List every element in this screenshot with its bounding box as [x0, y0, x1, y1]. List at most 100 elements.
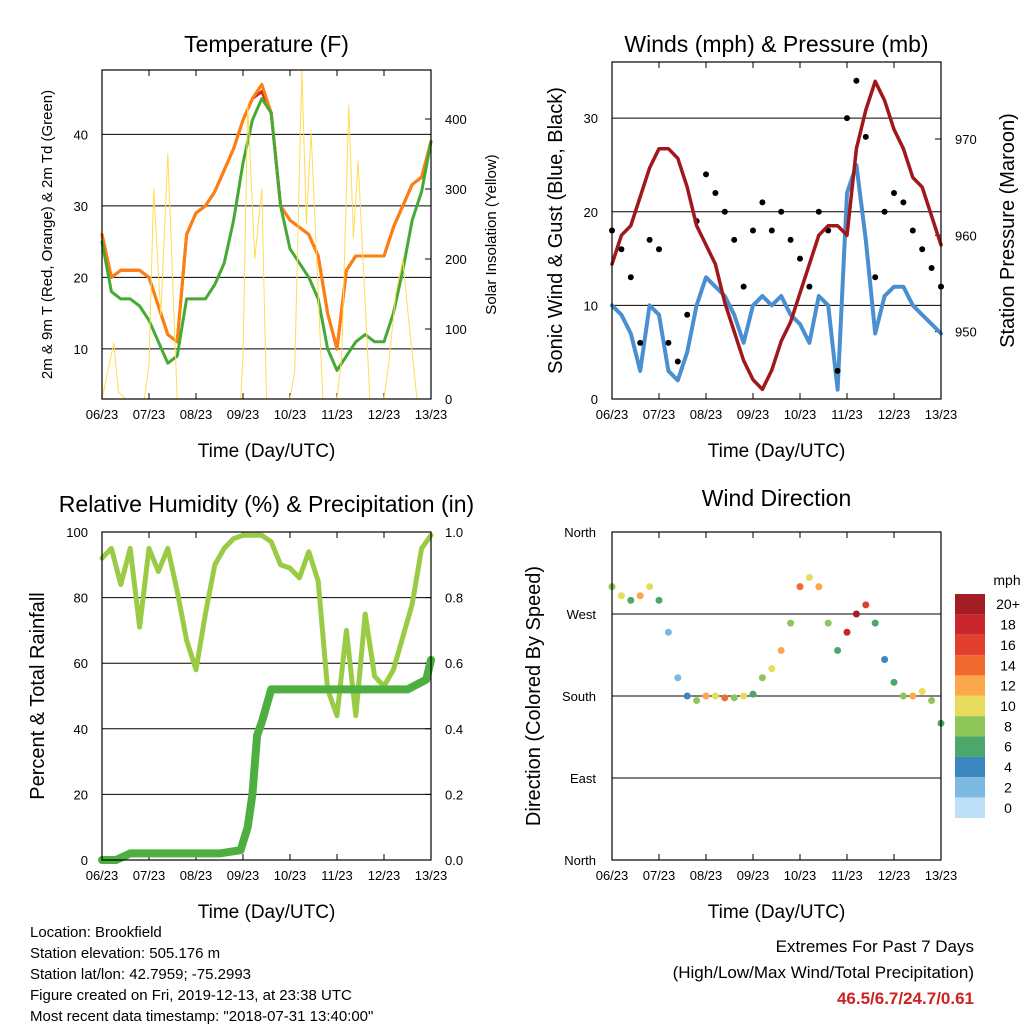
y2-tick-label: 300	[445, 182, 467, 197]
y2-tick-label: 0.8	[445, 591, 463, 606]
gust-point	[891, 190, 897, 197]
x-tick-label: 06/23	[86, 868, 119, 883]
direction-point	[852, 610, 860, 618]
direction-point	[617, 592, 625, 600]
direction-point	[758, 674, 766, 682]
y2-tick-label: 0.4	[445, 722, 463, 737]
gust-point	[740, 283, 747, 290]
gust-point	[731, 236, 738, 243]
direction-point	[711, 692, 719, 700]
y-tick-label: 10	[584, 298, 598, 313]
colorbar-label: 4	[1004, 759, 1012, 775]
colorbar-swatch	[955, 594, 985, 615]
colorbar-title: mph	[993, 572, 1020, 588]
direction-point	[815, 583, 823, 591]
direction-point	[627, 596, 635, 604]
y-tick-label: 40	[74, 127, 88, 142]
y2-tick-label: 0.2	[445, 787, 463, 802]
direction-point	[881, 656, 889, 664]
y2-tick-label: 0	[445, 392, 452, 407]
direction-point	[721, 694, 729, 702]
direction-point	[693, 697, 701, 705]
gust-point	[815, 208, 822, 215]
gust-point	[712, 190, 719, 197]
gust-point	[656, 246, 662, 253]
plot-frame	[611, 531, 942, 861]
y2-tick-label: 970	[955, 132, 977, 147]
colorbar-swatch	[955, 756, 985, 778]
x-tick-label: 06/23	[596, 868, 629, 883]
direction-point	[862, 601, 870, 609]
x-tick-label: 08/23	[180, 407, 213, 422]
y2-axis-label: Station Pressure (Maroon)	[997, 113, 1019, 348]
y-axis-label: 2m & 9m T (Red, Orange) & 2m Td (Green)	[39, 90, 56, 379]
y2-tick-label: 1.0	[445, 525, 463, 540]
colorbar-swatch	[955, 614, 985, 635]
gust-point	[646, 236, 653, 243]
series-line-sonic-wind	[610, 163, 943, 392]
y2-tick-label: 950	[955, 325, 977, 340]
x-tick-label: 11/23	[831, 407, 863, 422]
location-text: Location: Brookfield	[30, 924, 162, 941]
gust-point	[674, 358, 681, 365]
y2-tick-label: 0.0	[445, 853, 463, 868]
direction-point	[683, 692, 691, 700]
direction-point	[636, 592, 644, 600]
direction-point	[834, 646, 842, 654]
x-tick-label: 12/23	[368, 868, 401, 883]
x-tick-label: 07/23	[643, 868, 676, 883]
x-tick-label: 06/23	[596, 407, 629, 422]
x-tick-label: 08/23	[690, 868, 723, 883]
x-tick-label: 12/23	[878, 868, 911, 883]
y2-tick-label: 960	[955, 228, 977, 243]
gust-point	[618, 246, 625, 253]
y2-tick-label: 200	[445, 252, 467, 267]
plot-frame	[101, 531, 432, 861]
direction-point	[899, 692, 907, 700]
x-tick-label: 11/23	[321, 868, 353, 883]
gust-point	[787, 236, 794, 243]
plot-frame	[101, 69, 432, 400]
direction-point	[740, 692, 748, 700]
series-line-total-precipitation	[98, 655, 435, 864]
y-tick-label: 40	[74, 722, 88, 737]
y2-tick-label: 100	[445, 322, 467, 337]
gust-point	[900, 199, 907, 206]
x-axis-label: Time (Day/UTC)	[708, 902, 846, 923]
colorbar-label: 6	[1004, 739, 1012, 755]
x-tick-label: 10/23	[784, 868, 817, 883]
y2-axis-label: Solar Insolation (Yellow)	[483, 154, 500, 314]
y-tick-label: 60	[74, 656, 88, 671]
extremes-panel: Extremes For Past 7 Days (High/Low/Max W…	[673, 934, 974, 1012]
extremes-subheading: (High/Low/Max Wind/Total Precipitation)	[672, 963, 974, 982]
x-tick-label: 13/23	[415, 407, 448, 422]
gust-point	[768, 227, 775, 234]
x-tick-label: 11/23	[321, 407, 353, 422]
colorbar-label: 16	[1000, 637, 1016, 653]
direction-point	[768, 665, 776, 673]
series-line-2m-td	[100, 97, 433, 372]
gust-point	[834, 367, 841, 374]
x-tick-label: 08/23	[690, 407, 723, 422]
y-tick-label: 20	[74, 787, 88, 802]
series-line-station-pressure	[610, 79, 943, 392]
direction-point	[749, 690, 757, 698]
latlon-text: Station lat/lon: 42.7959; -75.2993	[30, 966, 252, 983]
gust-point	[853, 77, 860, 84]
x-tick-label: 13/23	[925, 407, 958, 422]
gust-point	[844, 115, 850, 122]
station-info: Location: Brookfield Station elevation: …	[30, 922, 373, 1027]
gust-point	[872, 274, 879, 281]
direction-point	[664, 628, 672, 636]
colorbar-swatch	[955, 736, 985, 757]
y-tick-label: 30	[584, 111, 598, 126]
direction-point	[702, 692, 710, 700]
direction-point	[928, 697, 936, 705]
colorbar-label: 0	[1004, 800, 1012, 816]
gust-point	[759, 199, 766, 206]
colorbar-label: 2	[1004, 779, 1012, 795]
direction-point	[843, 628, 851, 636]
y-tick-label: 20	[584, 205, 598, 220]
y-tick-label: 100	[66, 525, 88, 540]
x-axis-label: Time (Day/UTC)	[198, 441, 336, 462]
